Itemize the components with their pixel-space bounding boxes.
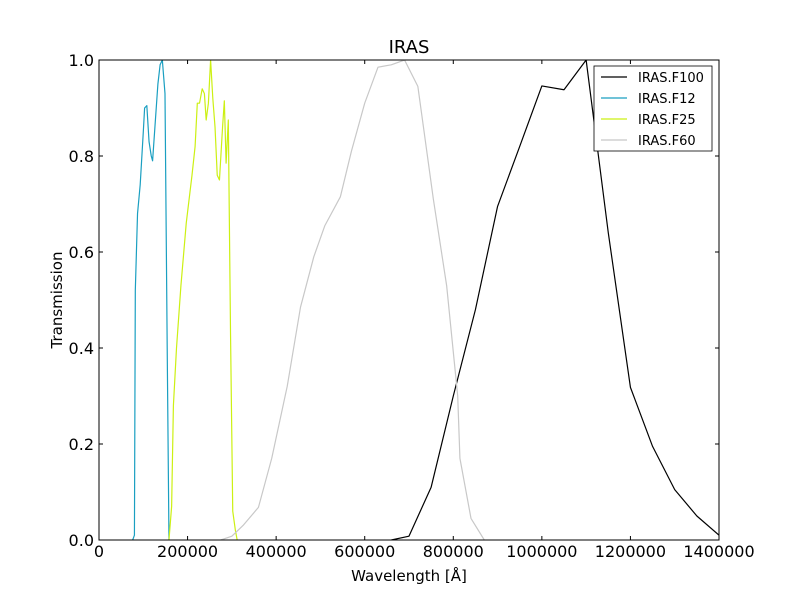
x-tick-label: 1200000 — [595, 542, 666, 561]
y-tick-label: 0.8 — [69, 147, 94, 166]
legend: IRAS.F100 IRAS.F12 IRAS.F25 IRAS.F60 — [593, 65, 713, 152]
legend-box — [593, 65, 713, 152]
legend-label: IRAS.F100 — [638, 71, 704, 86]
plot-frame — [98, 59, 720, 541]
series-line-iras-f12 — [132, 60, 170, 540]
x-axis-title: Wavelength [Å] — [351, 566, 467, 585]
series-layer — [132, 60, 719, 540]
y-tick-label: 1.0 — [69, 51, 94, 70]
x-tick-label: 0 — [94, 542, 104, 561]
ticks-layer: 0 200000 400000 600000 800000 1000000 1200000 1… — [69, 51, 755, 561]
y-tick-label: 0.0 — [69, 531, 94, 550]
y-tick-label: 0.4 — [69, 339, 94, 358]
y-axis-title: Transmission — [48, 252, 66, 350]
legend-label: IRAS.F12 — [638, 92, 696, 107]
legend-label: IRAS.F60 — [638, 134, 696, 149]
y-tick-label: 0.6 — [69, 243, 94, 262]
x-tick-label: 1000000 — [506, 542, 577, 561]
x-tick-label: 400000 — [246, 542, 307, 561]
chart-title: IRAS — [389, 37, 430, 58]
series-line-iras-f25 — [168, 60, 238, 540]
x-tick-label: 200000 — [157, 542, 218, 561]
series-line-iras-f100 — [391, 60, 719, 540]
x-tick-label: 800000 — [423, 542, 484, 561]
y-tick-label: 0.2 — [69, 435, 94, 454]
legend-label: IRAS.F25 — [638, 113, 696, 128]
x-tick-label: 600000 — [334, 542, 395, 561]
series-line-iras-f60 — [220, 60, 485, 540]
x-tick-label: 1400000 — [683, 542, 754, 561]
